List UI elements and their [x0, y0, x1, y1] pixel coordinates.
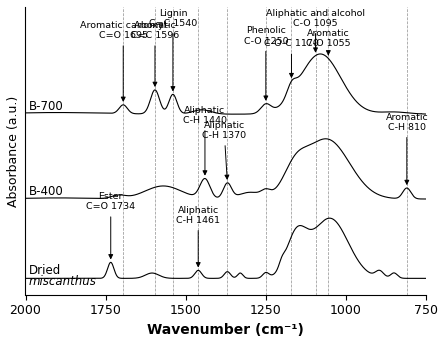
- Text: Lignin
C=C 1540: Lignin C=C 1540: [149, 9, 197, 90]
- Text: Ester
C=O 1734: Ester C=O 1734: [86, 192, 135, 258]
- Text: Aromatic carboxyl
C=O 1695: Aromatic carboxyl C=O 1695: [80, 21, 166, 101]
- Text: Aromatic
C=C 1596: Aromatic C=C 1596: [131, 21, 179, 86]
- Text: Aliphatic
C-H 1461: Aliphatic C-H 1461: [176, 206, 220, 267]
- Text: Aliphatic
C-H 1440: Aliphatic C-H 1440: [183, 106, 227, 175]
- Text: Phenolic
C-O 1250: Phenolic C-O 1250: [243, 26, 288, 100]
- Text: Aliphatic
C-H 1370: Aliphatic C-H 1370: [202, 121, 246, 179]
- Text: Aliphatic and alcohol
C-O 1095: Aliphatic and alcohol C-O 1095: [266, 9, 365, 52]
- Text: miscanthus: miscanthus: [29, 275, 97, 288]
- Text: Aromatic
C-H 810: Aromatic C-H 810: [385, 112, 428, 184]
- X-axis label: Wavenumber (cm⁻¹): Wavenumber (cm⁻¹): [147, 323, 304, 337]
- Text: B-400: B-400: [29, 185, 64, 197]
- Text: B-700: B-700: [29, 100, 64, 113]
- Text: Dried: Dried: [29, 264, 61, 277]
- Y-axis label: Absorbance (a.u.): Absorbance (a.u.): [7, 96, 20, 207]
- Text: C-O-C 1170: C-O-C 1170: [264, 40, 319, 77]
- Text: Aromatic
C-O 1055: Aromatic C-O 1055: [306, 29, 351, 55]
